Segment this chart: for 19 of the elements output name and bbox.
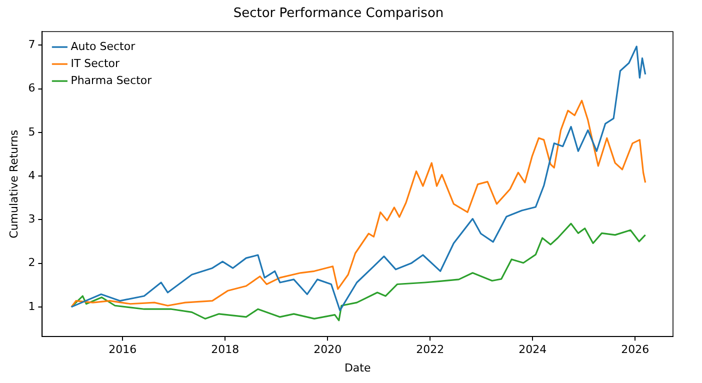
y-tick-label: 7 [28,38,36,51]
y-tick-label: 3 [28,212,36,226]
y-tick-label: 6 [28,82,36,95]
x-tick-label: 2024 [518,343,547,356]
y-tick-label: 4 [28,168,36,182]
y-tick-label: 5 [28,125,36,138]
y-axis-title: Cumulative Returns [7,130,20,238]
y-tick-label: 2 [28,256,36,270]
x-tick-label: 2016 [108,343,137,356]
y-tick-label: 1 [28,300,36,313]
x-tick-label: 2020 [314,343,342,356]
x-tick-label: 2026 [621,343,650,356]
legend-label: Auto Sector [70,40,136,53]
legend-label: Pharma Sector [70,74,152,87]
x-tick-label: 2018 [211,343,240,356]
x-axis-title: Date [344,361,371,374]
chart-title: Sector Performance Comparison [233,6,444,22]
x-tick-label: 2022 [416,343,444,356]
legend-label: IT Sector [70,56,120,70]
